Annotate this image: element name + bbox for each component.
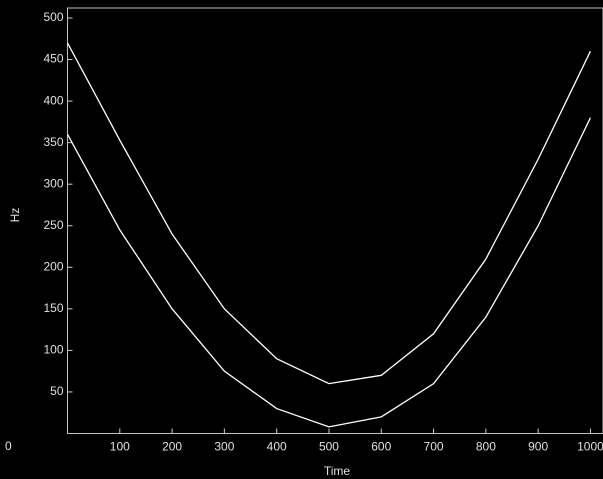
edge-label: 0 bbox=[5, 439, 12, 453]
plot-frame bbox=[67, 7, 603, 434]
x-tick-label: 900 bbox=[528, 440, 548, 454]
y-tick-label: 150 bbox=[43, 301, 63, 315]
y-tick-label: 400 bbox=[43, 93, 63, 107]
y-tick-label: 350 bbox=[43, 135, 63, 149]
y-tick-label: 300 bbox=[43, 176, 63, 190]
x-tick-label: 500 bbox=[319, 440, 339, 454]
y-tick-label: 250 bbox=[43, 218, 63, 232]
x-tick-label: 1000 bbox=[577, 440, 603, 454]
y-tick-label: 450 bbox=[43, 52, 63, 66]
x-tick-label: 300 bbox=[214, 440, 234, 454]
y-tick-label: 200 bbox=[43, 259, 63, 273]
x-tick-label: 200 bbox=[162, 440, 182, 454]
y-tick-label: 500 bbox=[43, 10, 63, 24]
x-tick-label: 100 bbox=[110, 440, 130, 454]
x-tick-label: 800 bbox=[476, 440, 496, 454]
x-tick-label: 600 bbox=[371, 440, 391, 454]
x-tick-label: 700 bbox=[424, 440, 444, 454]
y-tick-label: 100 bbox=[43, 343, 63, 357]
x-axis-label: Time bbox=[324, 464, 351, 478]
y-tick-label: 50 bbox=[50, 384, 64, 398]
y-axis-label: Hz bbox=[8, 208, 22, 223]
x-tick-label: 400 bbox=[267, 440, 287, 454]
curve bbox=[66, 42, 592, 385]
curve bbox=[66, 117, 592, 428]
